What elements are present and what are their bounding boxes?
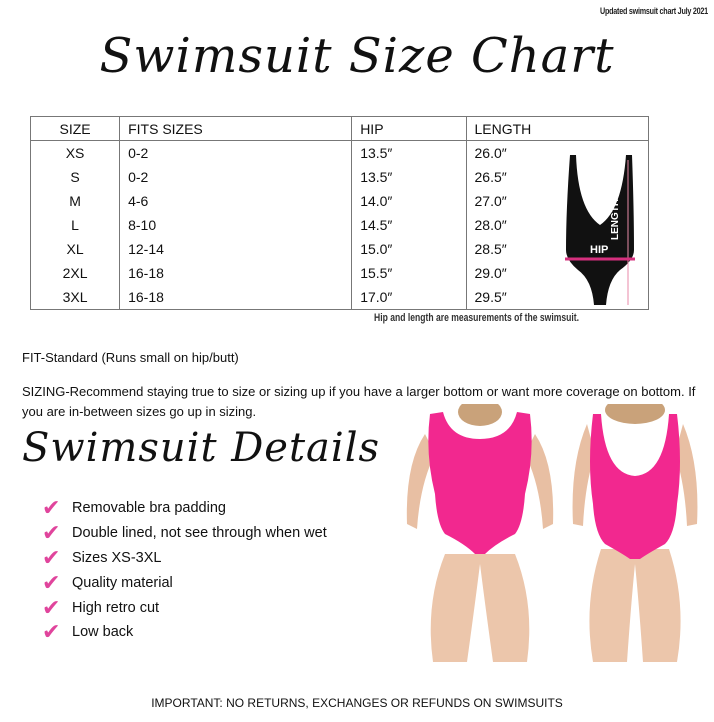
sizing-text: SIZING-Recommend staying true to size or… bbox=[22, 384, 696, 419]
detail-item: ✔ Low back bbox=[42, 620, 327, 645]
returns-policy-notice: IMPORTANT: NO RETURNS, EXCHANGES OR REFU… bbox=[151, 696, 563, 710]
hip-label: HIP bbox=[590, 244, 608, 256]
cell-size: M bbox=[29, 189, 121, 213]
cell-hip: 14.5″ bbox=[351, 213, 467, 237]
cell-size: S bbox=[29, 165, 121, 189]
detail-text: Double lined, not see through when wet bbox=[72, 525, 327, 542]
header-size: SIZE bbox=[29, 116, 121, 141]
cell-length: 26.5″ bbox=[465, 165, 649, 189]
cell-hip: 14.0″ bbox=[351, 189, 467, 213]
cell-hip: 13.5″ bbox=[351, 140, 467, 165]
detail-text: Removable bra padding bbox=[72, 500, 226, 517]
header-length: LENGTH bbox=[465, 116, 649, 141]
fit-text: FIT-Standard (Runs small on hip/butt) bbox=[22, 350, 239, 365]
back-swimsuit bbox=[590, 414, 680, 559]
swimsuit-silhouette bbox=[566, 155, 634, 305]
cell-hip: 15.5″ bbox=[351, 261, 467, 285]
checkmark-icon: ✔ bbox=[42, 520, 61, 546]
table-row: L 8-10 14.5″ 28.0″ bbox=[29, 213, 649, 237]
cell-size: XL bbox=[29, 237, 121, 261]
length-label: LENGTH bbox=[610, 199, 621, 240]
checkmark-icon: ✔ bbox=[42, 569, 61, 595]
cell-fits-sizes: 16-18 bbox=[119, 285, 353, 310]
front-view-photo bbox=[395, 404, 565, 662]
detail-item: ✔ Double lined, not see through when wet bbox=[42, 521, 327, 546]
detail-text: Sizes XS-3XL bbox=[72, 549, 162, 566]
detail-item: ✔ Sizes XS-3XL bbox=[42, 546, 327, 571]
cell-size: 3XL bbox=[29, 285, 121, 310]
table-row: S 0-2 13.5″ 26.5″ bbox=[29, 165, 649, 189]
cell-fits-sizes: 12-14 bbox=[119, 237, 353, 261]
cell-hip: 13.5″ bbox=[351, 165, 467, 189]
detail-item: ✔ Removable bra padding bbox=[42, 496, 327, 521]
checkmark-icon: ✔ bbox=[42, 544, 61, 570]
cell-fits-sizes: 4-6 bbox=[119, 189, 353, 213]
page-title: Swimsuit Size Chart bbox=[99, 28, 615, 84]
detail-item: ✔ High retro cut bbox=[42, 595, 327, 620]
cell-hip: 15.0″ bbox=[351, 237, 467, 261]
details-list: ✔ Removable bra padding ✔ Double lined, not… bbox=[42, 496, 327, 645]
table-row: 3XL 16-18 17.0″ 29.5″ bbox=[29, 285, 649, 310]
updated-note: Updated swimsuit chart July 2021 bbox=[600, 6, 708, 16]
cell-fits-sizes: 16-18 bbox=[119, 261, 353, 285]
cell-fits-sizes: 0-2 bbox=[119, 140, 353, 165]
detail-text: Low back bbox=[72, 624, 134, 641]
table-row: XL 12-14 15.0″ 28.5″ bbox=[29, 237, 649, 261]
measurement-note: Hip and length are measurements of the s… bbox=[374, 312, 580, 324]
size-table: SIZE FITS SIZES HIP LENGTH XS 0-2 13.5″ 26.… bbox=[29, 116, 649, 310]
back-view-photo bbox=[565, 404, 705, 662]
cell-hip: 17.0″ bbox=[351, 285, 467, 310]
checkmark-icon: ✔ bbox=[42, 495, 61, 521]
header-fits-sizes: FITS SIZES bbox=[119, 116, 353, 141]
detail-text: High retro cut bbox=[72, 599, 160, 616]
details-title: Swimsuit Details bbox=[22, 425, 381, 471]
header-hip: HIP bbox=[351, 116, 467, 141]
cell-size: XS bbox=[29, 140, 121, 165]
front-swimsuit bbox=[428, 412, 532, 554]
cell-length: 29.5″ bbox=[465, 285, 649, 310]
cell-length: 26.0″ bbox=[465, 140, 649, 165]
checkmark-icon: ✔ bbox=[42, 594, 61, 620]
detail-item: ✔ Quality material bbox=[42, 570, 327, 595]
cell-size: 2XL bbox=[29, 261, 121, 285]
cell-fits-sizes: 0-2 bbox=[119, 165, 353, 189]
swimsuit-diagram: LENGTH HIP bbox=[565, 155, 635, 305]
detail-text: Quality material bbox=[72, 574, 173, 591]
cell-fits-sizes: 8-10 bbox=[119, 213, 353, 237]
table-row: M 4-6 14.0″ 27.0″ bbox=[29, 189, 649, 213]
table-header-row: SIZE FITS SIZES HIP LENGTH bbox=[29, 116, 649, 141]
table-row: 2XL 16-18 15.5″ 29.0″ bbox=[29, 261, 649, 285]
cell-size: L bbox=[29, 213, 121, 237]
table-row: XS 0-2 13.5″ 26.0″ bbox=[29, 140, 649, 165]
checkmark-icon: ✔ bbox=[42, 619, 61, 645]
